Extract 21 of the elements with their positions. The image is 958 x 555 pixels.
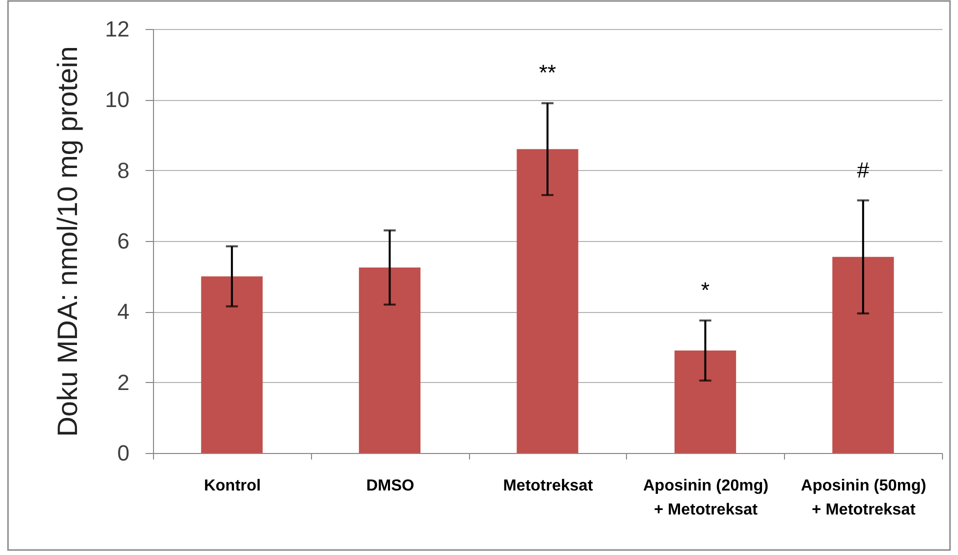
y-tick-label: 8 <box>117 158 130 183</box>
y-tick-label: 12 <box>105 16 130 42</box>
y-tick-label: 10 <box>105 87 130 112</box>
bar <box>832 256 894 453</box>
y-tick-label: 6 <box>117 228 130 254</box>
x-tick-label: Aposinin (50mg) + Metotreksat <box>800 478 926 518</box>
annotation: ** <box>538 60 556 86</box>
bar <box>674 350 736 453</box>
y-tick-label: 2 <box>117 370 130 395</box>
y-tick-label: 0 <box>117 440 130 466</box>
bar <box>201 276 263 453</box>
x-tick-label: Metotreksat <box>503 478 594 494</box>
y-tick-label: 4 <box>117 299 130 324</box>
y-axis-title: Doku MDA: nmol/10 mg protein <box>52 46 84 437</box>
x-tick-label: Aposinin (20mg) + Metotreksat <box>643 478 768 518</box>
x-tick-label: Kontrol <box>204 478 261 494</box>
annotation: * <box>701 278 710 302</box>
annotation: # <box>856 157 870 182</box>
bar <box>358 268 420 453</box>
bar <box>516 149 578 453</box>
x-tick-label: DMSO <box>366 478 414 494</box>
